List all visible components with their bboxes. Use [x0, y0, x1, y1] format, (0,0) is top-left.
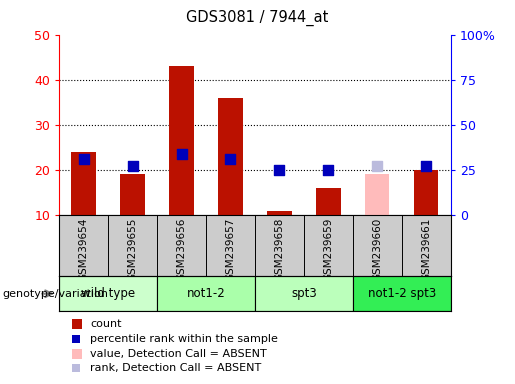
Text: value, Detection Call = ABSENT: value, Detection Call = ABSENT — [90, 349, 267, 359]
Text: GSM239661: GSM239661 — [421, 218, 431, 281]
Point — [226, 156, 234, 162]
Point — [275, 167, 283, 173]
Point — [79, 156, 88, 162]
Text: not1-2 spt3: not1-2 spt3 — [368, 287, 436, 300]
Text: percentile rank within the sample: percentile rank within the sample — [90, 334, 278, 344]
Text: GSM239657: GSM239657 — [226, 218, 235, 281]
Point — [324, 167, 333, 173]
Text: wild type: wild type — [81, 287, 135, 300]
Text: GSM239658: GSM239658 — [274, 218, 284, 281]
Bar — [72, 152, 96, 215]
Bar — [218, 98, 243, 215]
Text: spt3: spt3 — [291, 287, 317, 300]
Text: GSM239656: GSM239656 — [177, 218, 186, 281]
Bar — [59, 276, 157, 311]
Bar — [353, 276, 451, 311]
Text: genotype/variation: genotype/variation — [3, 289, 109, 299]
Text: GSM239659: GSM239659 — [323, 218, 333, 281]
Bar — [267, 210, 291, 215]
Bar — [316, 188, 340, 215]
Bar — [169, 66, 194, 215]
Point — [373, 163, 381, 169]
Point — [177, 151, 185, 157]
Point — [422, 163, 430, 169]
Text: GDS3081 / 7944_at: GDS3081 / 7944_at — [186, 10, 329, 26]
Bar — [121, 174, 145, 215]
Bar — [365, 174, 389, 215]
Bar — [255, 276, 353, 311]
Bar — [157, 276, 255, 311]
Text: rank, Detection Call = ABSENT: rank, Detection Call = ABSENT — [90, 363, 262, 373]
Text: not1-2: not1-2 — [186, 287, 226, 300]
Bar — [414, 170, 438, 215]
Text: GSM239655: GSM239655 — [128, 218, 138, 281]
Text: GSM239654: GSM239654 — [79, 218, 89, 281]
Text: count: count — [90, 319, 122, 329]
Text: GSM239660: GSM239660 — [372, 218, 382, 281]
Point — [128, 163, 136, 169]
